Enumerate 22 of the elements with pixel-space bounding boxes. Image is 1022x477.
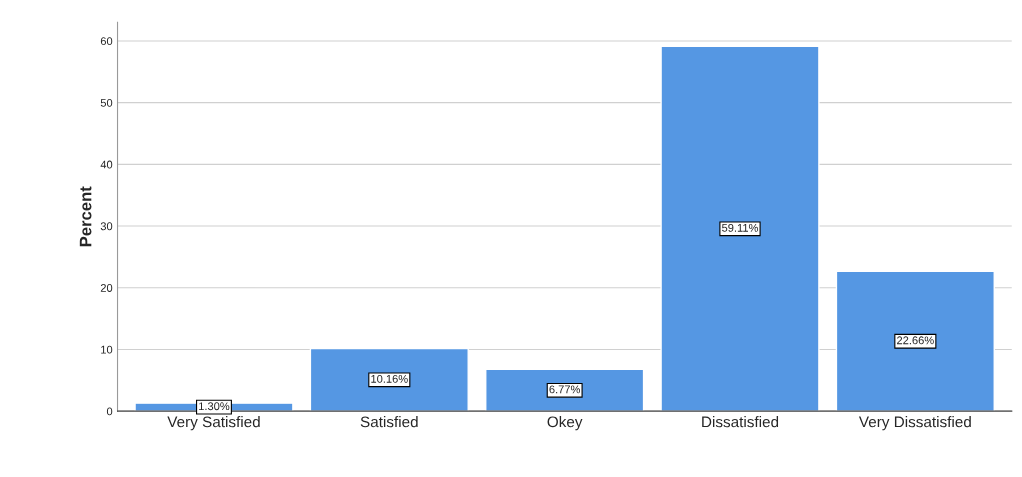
y-tick-label: 50 — [100, 98, 113, 107]
bar — [660, 45, 820, 412]
y-tick-label: 20 — [100, 284, 113, 292]
y-tick-label: 10 — [101, 345, 113, 354]
x-tick-label: Dissatisfied — [702, 416, 779, 428]
x-tick-label: Okey — [547, 416, 583, 431]
x-tick-label: Very Dissatisfied — [858, 416, 971, 431]
x-tick-label: Very Satisfied — [167, 416, 260, 431]
y-tick-label: 40 — [100, 160, 113, 169]
y-tick-label: 30 — [100, 222, 113, 231]
y-tick-label: 60 — [100, 37, 113, 46]
bar — [309, 347, 469, 412]
bar — [835, 270, 995, 412]
x-tick-label: Satisfied — [360, 416, 418, 428]
data-label: 6.77% — [549, 385, 581, 394]
y-tick-label: 0 — [106, 407, 113, 416]
data-label: 10.16% — [371, 374, 408, 383]
data-label: 1.30% — [199, 402, 230, 411]
data-label: 59.11% — [722, 223, 759, 232]
data-label: 22.66% — [897, 336, 934, 345]
bar — [485, 368, 645, 412]
y-axis-title: Percent — [79, 186, 92, 247]
